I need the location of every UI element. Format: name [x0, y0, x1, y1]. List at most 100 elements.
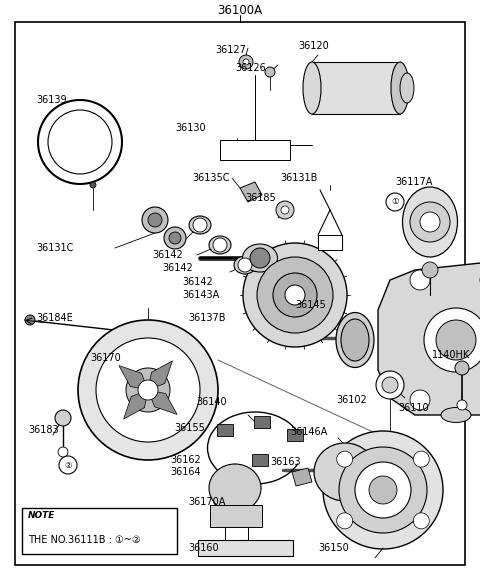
Polygon shape: [123, 390, 148, 419]
Circle shape: [376, 371, 404, 399]
Text: 1140HK: 1140HK: [432, 350, 470, 360]
Circle shape: [126, 368, 170, 412]
Text: 36142: 36142: [152, 250, 183, 260]
Polygon shape: [148, 390, 177, 415]
Circle shape: [382, 377, 398, 393]
Ellipse shape: [336, 312, 374, 367]
Text: NOTE: NOTE: [28, 511, 55, 521]
Polygon shape: [119, 366, 148, 390]
Text: ①: ①: [391, 198, 399, 206]
Bar: [287, 429, 303, 441]
Text: 36184E: 36184E: [36, 313, 73, 323]
Circle shape: [48, 110, 112, 174]
Circle shape: [138, 380, 158, 400]
Text: 36131C: 36131C: [36, 243, 73, 253]
Ellipse shape: [209, 236, 231, 254]
Text: 36130: 36130: [175, 123, 205, 133]
Circle shape: [148, 213, 162, 227]
Circle shape: [250, 248, 270, 268]
Ellipse shape: [303, 62, 321, 114]
Circle shape: [455, 361, 469, 375]
Circle shape: [239, 55, 253, 69]
Ellipse shape: [209, 464, 261, 512]
Circle shape: [142, 207, 168, 233]
Circle shape: [55, 410, 71, 426]
Polygon shape: [148, 361, 172, 390]
Text: 36142: 36142: [162, 263, 193, 273]
Circle shape: [410, 270, 430, 290]
Bar: [198, 540, 293, 556]
Text: 36100A: 36100A: [217, 3, 263, 16]
Text: 36170: 36170: [90, 353, 121, 363]
Circle shape: [336, 513, 353, 529]
Bar: [220, 140, 290, 160]
Circle shape: [213, 238, 227, 252]
Text: 36155: 36155: [174, 423, 205, 433]
Bar: [217, 424, 233, 436]
Text: 36142: 36142: [182, 277, 213, 287]
Text: ②: ②: [64, 461, 72, 469]
Ellipse shape: [400, 73, 414, 103]
Circle shape: [265, 67, 275, 77]
Circle shape: [413, 451, 429, 467]
Circle shape: [25, 315, 35, 325]
Circle shape: [424, 308, 480, 372]
Text: 36146A: 36146A: [290, 427, 327, 437]
Circle shape: [38, 100, 122, 184]
Bar: [312, 62, 400, 114]
Text: 36183: 36183: [28, 425, 59, 435]
Circle shape: [164, 227, 186, 249]
Circle shape: [276, 201, 294, 219]
Bar: [22, 508, 177, 554]
Bar: [252, 454, 268, 466]
Text: 36170A: 36170A: [188, 497, 226, 507]
Circle shape: [457, 400, 467, 410]
Text: 36150: 36150: [318, 543, 349, 553]
Polygon shape: [240, 182, 262, 202]
Circle shape: [90, 182, 96, 188]
Circle shape: [193, 218, 207, 232]
Circle shape: [436, 320, 476, 360]
Text: 36127: 36127: [215, 45, 246, 55]
Text: 36145: 36145: [295, 300, 326, 310]
Circle shape: [58, 447, 68, 457]
Bar: [210, 505, 262, 527]
Circle shape: [59, 456, 77, 474]
Circle shape: [78, 320, 218, 460]
Text: 36110: 36110: [398, 403, 429, 413]
Text: 36117A: 36117A: [395, 177, 432, 187]
Circle shape: [273, 273, 317, 317]
Circle shape: [238, 258, 252, 272]
Polygon shape: [378, 262, 480, 415]
Circle shape: [243, 243, 347, 347]
Ellipse shape: [341, 319, 369, 361]
Circle shape: [410, 202, 450, 242]
Text: 36143A: 36143A: [182, 290, 219, 300]
Circle shape: [413, 513, 429, 529]
Text: 36135C: 36135C: [192, 173, 229, 183]
Circle shape: [369, 476, 397, 504]
Ellipse shape: [189, 216, 211, 234]
Circle shape: [386, 193, 404, 211]
Polygon shape: [318, 235, 342, 250]
Circle shape: [257, 257, 333, 333]
Text: 36164: 36164: [170, 467, 201, 477]
Circle shape: [355, 462, 411, 518]
Text: 36139: 36139: [36, 95, 67, 105]
Text: THE NO.36111B : ①~②: THE NO.36111B : ①~②: [28, 535, 141, 545]
Ellipse shape: [403, 187, 457, 257]
Ellipse shape: [234, 256, 256, 274]
Text: 36140: 36140: [196, 397, 227, 407]
Ellipse shape: [441, 408, 471, 423]
Text: 36102: 36102: [336, 395, 367, 405]
Circle shape: [410, 390, 430, 410]
Ellipse shape: [391, 62, 409, 114]
Ellipse shape: [314, 443, 376, 501]
Bar: [254, 416, 270, 428]
Circle shape: [336, 451, 353, 467]
Text: 36162: 36162: [170, 455, 201, 465]
Text: 36120: 36120: [298, 41, 329, 51]
Ellipse shape: [339, 447, 427, 533]
Circle shape: [243, 59, 249, 65]
Circle shape: [96, 338, 200, 442]
